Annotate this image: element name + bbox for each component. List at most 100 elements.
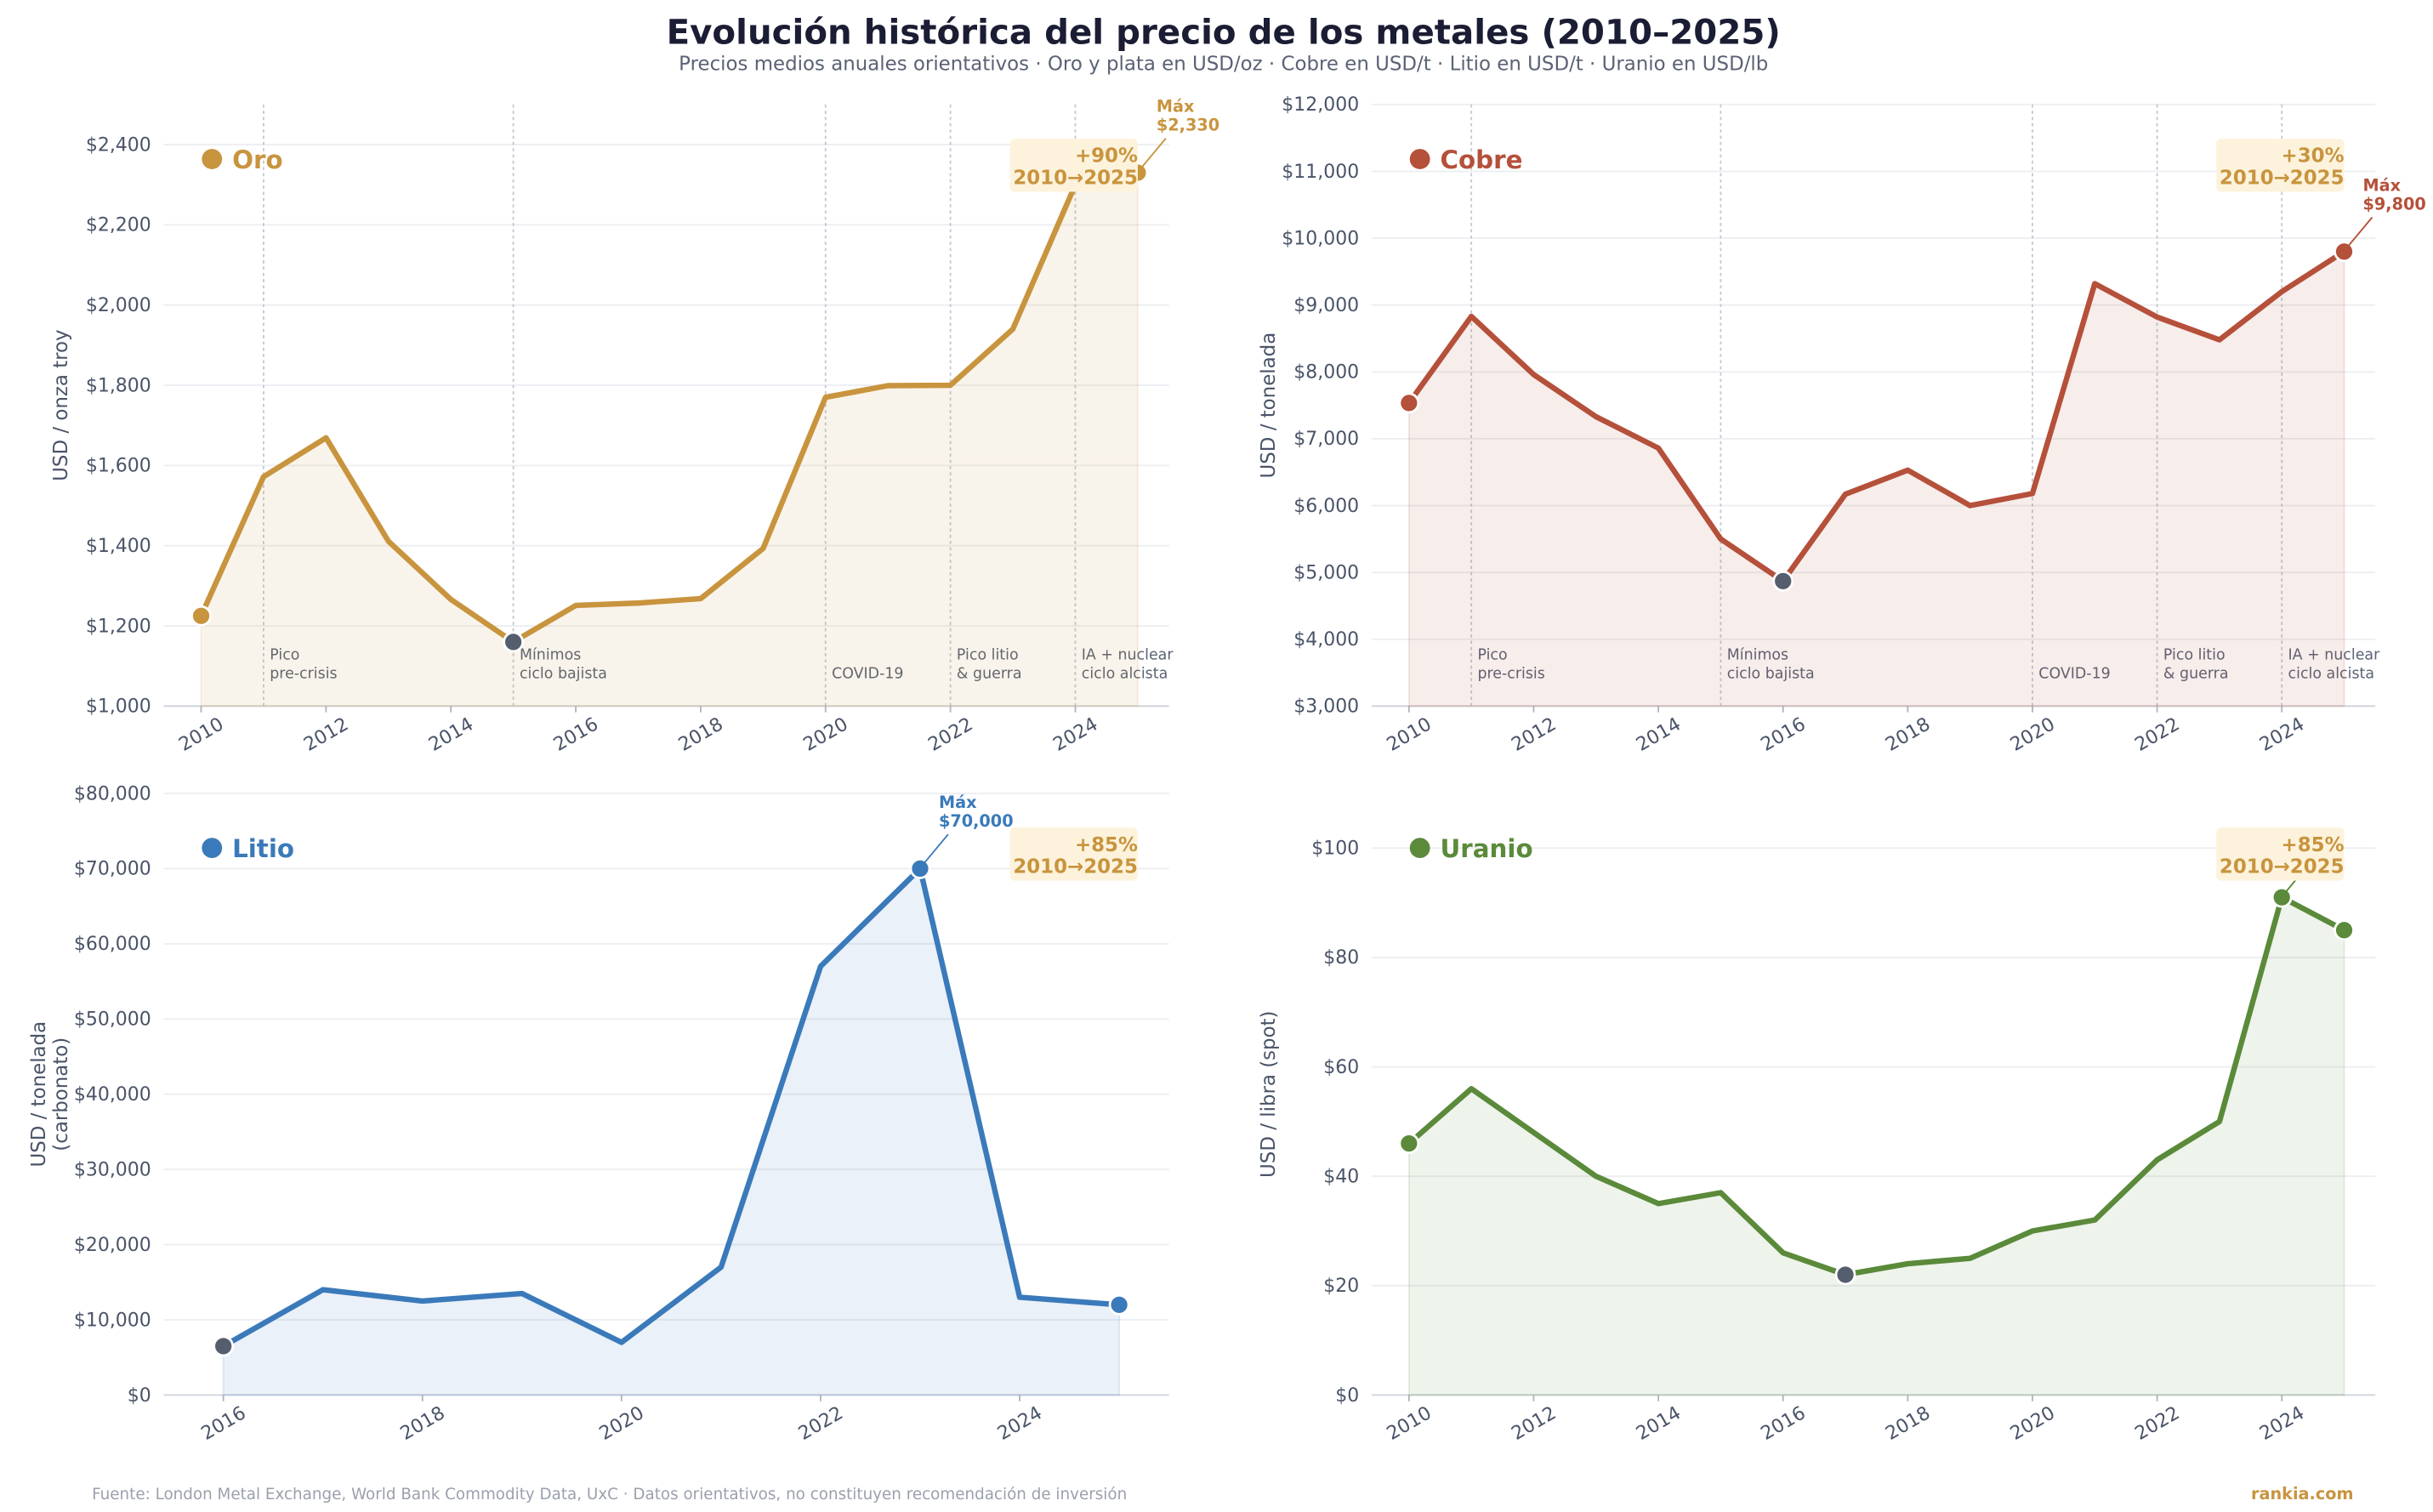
y-tick-label: $6,000 (1293, 496, 1359, 517)
point (1108, 1293, 1130, 1316)
y-tick-label: $0 (1335, 1385, 1359, 1407)
event-label: pre-crisis (270, 665, 337, 682)
badge: 2010→2025 (1013, 855, 1138, 878)
y-tick-label: $0 (128, 1385, 151, 1407)
y-tick-label: $11,000 (1282, 162, 1359, 183)
x-tick-label: 2024 (1049, 713, 1101, 756)
panel-title: Oro (232, 145, 283, 174)
y-tick-label: $20,000 (74, 1235, 151, 1256)
x-tick-label: 2010 (175, 713, 227, 756)
max-leader (2348, 216, 2373, 247)
point (2334, 919, 2355, 941)
source: Fuente: London Metal Exchange, World Ban… (92, 1486, 1127, 1503)
event-label: COVID-19 (832, 665, 903, 682)
y-tick-label: $60 (1323, 1057, 1359, 1078)
x-tick-label: 2020 (2007, 1402, 2059, 1445)
panel-title: Uranio (1441, 834, 1533, 863)
event-label: IA + nuclear (1082, 646, 1174, 663)
y-tick-label: $80 (1323, 947, 1359, 969)
legend-dot (202, 149, 223, 169)
area (1407, 250, 2345, 708)
x-tick-label: 2014 (1633, 713, 1685, 756)
event-label: COVID-19 (2038, 665, 2110, 682)
x-tick-label: 2022 (2132, 1402, 2184, 1445)
y-tick-label: $30,000 (74, 1159, 151, 1180)
x-tick-label: 2016 (550, 713, 602, 756)
y-tick-label: $1,200 (86, 616, 151, 637)
x-tick-label: 2020 (2007, 713, 2059, 756)
area (222, 867, 1120, 1396)
area (200, 171, 1139, 708)
point (909, 858, 931, 879)
x-tick-label: 2014 (1633, 1402, 1685, 1445)
y-tick-label: $2,400 (86, 134, 151, 156)
subtitle: Precios medios anuales orientativos · Or… (679, 54, 1768, 76)
y-tick-label: $1,000 (86, 696, 151, 718)
badge-box (1009, 827, 1138, 881)
y-tick-label: $40 (1323, 1167, 1359, 1188)
max-label: Máx (2363, 175, 2402, 195)
y-axis-label: USD / libra (spot) (1258, 1010, 1280, 1177)
x-tick-label: 2020 (596, 1402, 648, 1445)
x-tick-label: 2014 (425, 713, 477, 756)
point (1834, 1264, 1856, 1286)
x-tick-label: 2024 (2256, 1402, 2308, 1445)
badge: 2010→2025 (2220, 855, 2345, 878)
badge-box (2216, 827, 2345, 881)
y-tick-label: $40,000 (74, 1084, 151, 1106)
badge: +90% (1075, 145, 1138, 168)
y-axis-label: USD / tonelada (1258, 333, 1280, 479)
y-tick-label: $9,000 (1293, 295, 1359, 316)
badge: +85% (2282, 834, 2345, 856)
y-tick-label: $1,800 (86, 375, 151, 396)
y-tick-label: $3,000 (1293, 696, 1359, 718)
y-tick-label: $8,000 (1293, 362, 1359, 384)
event-label: Pico litio (2163, 646, 2226, 663)
y-tick-label: $2,000 (86, 295, 151, 316)
panel-title: Litio (232, 834, 294, 863)
point (213, 1335, 235, 1357)
x-tick-label: 2012 (1508, 1402, 1560, 1445)
title: Evolución histórica del precio de los me… (667, 12, 1781, 52)
legend-dot (202, 838, 223, 859)
x-tick-label: 2016 (1758, 713, 1810, 756)
y-tick-label: $10,000 (74, 1310, 151, 1331)
event-label: Pico litio (957, 646, 1019, 663)
x-tick-label: 2012 (1508, 713, 1560, 756)
badge: +85% (1075, 834, 1138, 856)
max-leader (1141, 138, 1167, 168)
x-tick-label: 2018 (675, 713, 727, 756)
line (198, 169, 1139, 645)
x-tick-label: 2022 (795, 1402, 847, 1445)
y-axis-label: USD / onza troy (50, 329, 72, 480)
badge: +30% (2282, 145, 2345, 168)
x-tick-label: 2016 (198, 1402, 250, 1445)
x-tick-label: 2010 (1384, 713, 1435, 756)
y-tick-label: $4,000 (1293, 629, 1359, 651)
y-tick-label: $60,000 (74, 934, 151, 955)
event-label: IA + nuclear (2288, 646, 2381, 663)
y-tick-label: $1,600 (86, 456, 151, 477)
legend-dot (1409, 838, 1430, 859)
event-label: ciclo bajista (520, 665, 607, 682)
x-tick-label: 2022 (925, 713, 977, 756)
x-tick-label: 2018 (1882, 1402, 1934, 1445)
y-tick-label: $12,000 (1282, 94, 1359, 116)
legend-dot (1409, 149, 1430, 169)
event-label: Mínimos (1727, 646, 1788, 663)
x-tick-label: 2022 (2132, 713, 2184, 756)
event-label: ciclo alcista (1082, 665, 1168, 682)
max-label: $9,800 (2363, 194, 2426, 213)
event-label: pre-crisis (1477, 665, 1544, 682)
point (190, 605, 212, 627)
y-axis-label: (carbonato) (50, 1037, 72, 1151)
brand: rankia.com (2251, 1484, 2354, 1503)
badge: 2010→2025 (1013, 167, 1138, 189)
point (2271, 886, 2293, 908)
point (1772, 570, 1794, 592)
x-tick-label: 2020 (800, 713, 852, 756)
max-leader (924, 833, 949, 863)
max-label: Máx (939, 793, 977, 812)
event-label: ciclo bajista (1727, 665, 1815, 682)
